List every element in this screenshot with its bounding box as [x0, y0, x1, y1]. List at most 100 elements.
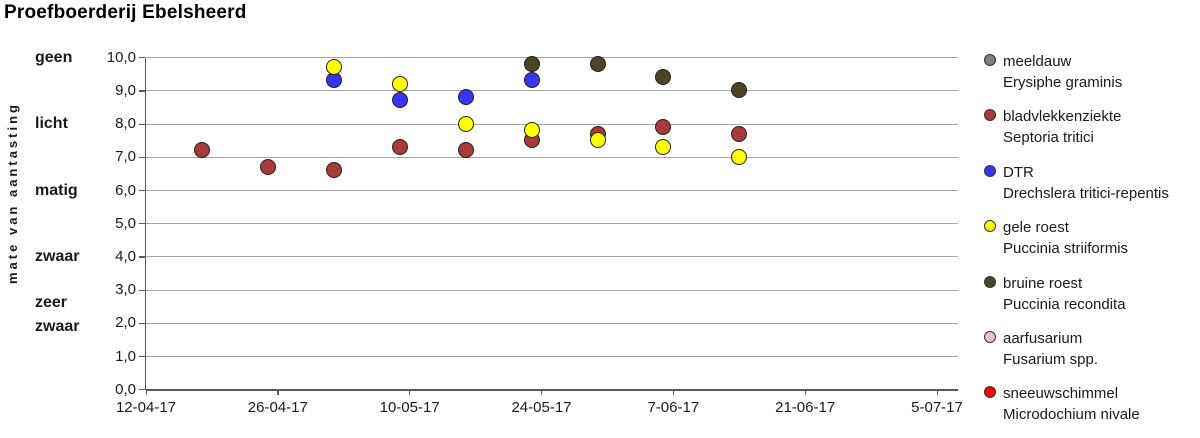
legend-entry-dtr: DTR Drechslera tritici-repentis [984, 162, 1169, 204]
x-axis-line [146, 389, 958, 391]
y-tick [139, 90, 145, 92]
point-gele-roest [391, 75, 408, 92]
legend-text: bladvlekkenziekte Septoria tritici [1003, 106, 1121, 148]
x-tick [541, 390, 543, 396]
legend-series-name: gele roest [1003, 219, 1069, 236]
legend-series-latin-name: Septoria tritici [1003, 129, 1094, 146]
legend-entry-aarfusarium: aarfusarium Fusarium spp. [984, 328, 1098, 370]
point-gele-roest [457, 115, 474, 132]
point-bladvlekkenziekte [194, 142, 210, 159]
y-tick [139, 322, 145, 324]
point-bladvlekkenziekte [730, 125, 747, 142]
x-tick [145, 390, 147, 396]
gridline [146, 90, 958, 92]
legend-series-name: bruine roest [1003, 275, 1083, 292]
legend-series-latin-name: Drechslera tritici-repentis [1003, 185, 1169, 202]
x-tick [936, 390, 938, 396]
x-tick [804, 390, 806, 396]
legend-entry-sneeuwschimmel: sneeuwschimmel Microdochium nivale [984, 383, 1140, 425]
legend-entry-bladvlekkenziekte: bladvlekkenziekte Septoria tritici [984, 106, 1121, 148]
legend-marker-bruine-roest-icon [984, 276, 996, 288]
legend: meeldauw Erysiphe graminis bladvlekkenziek… [984, 0, 1200, 438]
x-tick-label: 24-05-17 [511, 399, 572, 416]
y-axis-line [145, 57, 147, 390]
severity-label-zeer-zwaar: zeer zwaar [35, 294, 80, 335]
y-tick-label: 4,0 [115, 247, 136, 265]
legend-text: aarfusarium Fusarium spp. [1003, 328, 1098, 370]
point-bladvlekkenziekte [259, 158, 276, 175]
y-tick-label: 6,0 [115, 181, 136, 199]
gridline [146, 57, 958, 59]
point-dtr [457, 89, 474, 106]
x-tick-label: 10-05-17 [379, 399, 440, 416]
x-tick-label: 12-04-17 [115, 399, 177, 416]
x-tick [409, 390, 411, 396]
y-tick [139, 123, 145, 125]
gridline [146, 156, 958, 158]
point-dtr [523, 72, 540, 89]
point-gele-roest [523, 122, 540, 139]
point-gele-roest [655, 138, 672, 155]
legend-text: gele roest Puccinia striiformis [1003, 217, 1128, 259]
legend-series-latin-name: Microdochium nivale [1003, 406, 1140, 423]
legend-series-latin-name: Fusarium spp. [1003, 351, 1099, 368]
legend-entry-gele-roest: gele roest Puccinia striiformis [984, 217, 1128, 259]
legend-entry-bruine-roest: bruine roest Puccinia recondita [984, 273, 1126, 315]
y-tick-label: 10,0 [106, 48, 136, 66]
point-bruine-roest [655, 69, 672, 86]
y-tick-label: 0,0 [115, 380, 136, 398]
legend-marker-bladvlekkenziekte-icon [984, 109, 996, 121]
legend-text: meeldauw Erysiphe graminis [1003, 51, 1122, 93]
y-tick-label: 7,0 [115, 148, 136, 166]
severity-label-matig: matig [35, 181, 78, 199]
gridline [146, 123, 958, 125]
legend-marker-gele-roest-icon [984, 220, 996, 232]
legend-marker-sneeuwschimmel-icon [984, 386, 996, 398]
y-tick [139, 389, 145, 391]
y-axis-title: mate van aantasting [5, 102, 20, 284]
legend-series-name: meeldauw [1003, 53, 1072, 70]
y-tick [139, 156, 145, 158]
point-bruine-roest [523, 55, 540, 72]
legend-text: DTR Drechslera tritici-repentis [1003, 162, 1169, 204]
legend-series-latin-name: Puccinia recondita [1003, 296, 1126, 313]
point-gele-roest [589, 132, 606, 149]
legend-series-latin-name: Puccinia striiformis [1003, 240, 1129, 257]
legend-text: sneeuwschimmel Microdochium nivale [1003, 383, 1140, 425]
severity-label-licht: licht [35, 115, 68, 133]
y-tick [139, 289, 145, 291]
point-bladvlekkenziekte [655, 118, 672, 135]
point-bladvlekkenziekte [391, 138, 408, 155]
legend-text: bruine roest Puccinia recondita [1003, 273, 1126, 315]
severity-label-zwaar: zwaar [35, 247, 80, 265]
x-tick [672, 390, 675, 396]
severity-label-geen: geen [35, 48, 73, 66]
y-tick-label: 2,0 [115, 314, 136, 332]
x-tick-label: 5-07-17 [911, 399, 963, 416]
y-tick-label: 9,0 [115, 81, 136, 99]
gridline [146, 223, 958, 225]
legend-marker-meeldauw-icon [984, 54, 996, 66]
legend-series-name: sneeuwschimmel [1003, 385, 1119, 402]
x-tick-label: 7-06-17 [647, 399, 700, 416]
legend-marker-dtr-icon [984, 165, 996, 177]
x-tick-label: 26-04-17 [247, 399, 308, 416]
y-tick [139, 256, 145, 258]
y-tick [139, 57, 145, 59]
point-bladvlekkenziekte [457, 142, 474, 159]
point-gele-roest [325, 59, 342, 76]
y-tick [139, 190, 145, 192]
legend-series-latin-name: Erysiphe graminis [1003, 74, 1123, 91]
point-bruine-roest [730, 82, 747, 99]
x-tick-label: 21-06-17 [775, 399, 836, 416]
y-tick [139, 356, 145, 358]
gridline [146, 289, 958, 291]
legend-entry-meeldauw: meeldauw Erysiphe graminis [984, 51, 1122, 93]
gridline [146, 356, 958, 357]
gridline [146, 322, 958, 324]
y-tick-label: 8,0 [115, 115, 136, 133]
gridline [146, 190, 958, 191]
y-tick [139, 223, 145, 225]
y-tick-label: 1,0 [115, 347, 136, 365]
